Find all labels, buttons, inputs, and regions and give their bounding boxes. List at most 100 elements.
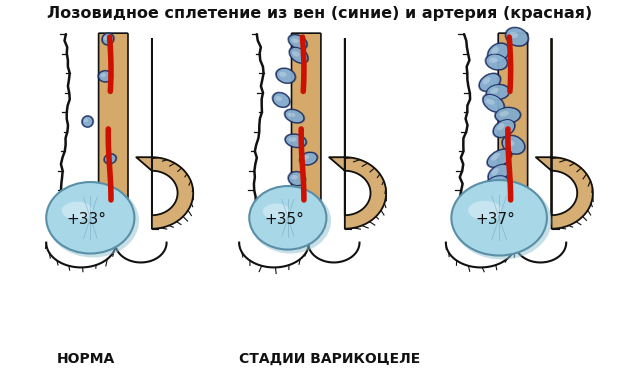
Polygon shape (536, 39, 593, 229)
Ellipse shape (289, 48, 308, 63)
Ellipse shape (484, 175, 509, 193)
Ellipse shape (101, 32, 115, 46)
Ellipse shape (103, 153, 117, 165)
Ellipse shape (273, 187, 289, 201)
Ellipse shape (488, 149, 511, 167)
Ellipse shape (451, 180, 547, 255)
Ellipse shape (263, 204, 290, 219)
Ellipse shape (292, 51, 300, 57)
Ellipse shape (499, 111, 509, 117)
Ellipse shape (484, 53, 509, 71)
Ellipse shape (509, 32, 518, 38)
Ellipse shape (97, 70, 113, 83)
Ellipse shape (83, 116, 93, 127)
Ellipse shape (287, 34, 308, 50)
Text: НОРМА: НОРМА (56, 352, 115, 366)
Ellipse shape (288, 46, 309, 64)
Ellipse shape (275, 190, 282, 195)
Text: +35°: +35° (264, 212, 304, 227)
Ellipse shape (273, 93, 290, 107)
Ellipse shape (250, 188, 331, 253)
Ellipse shape (300, 152, 317, 165)
Ellipse shape (100, 73, 106, 77)
Ellipse shape (104, 36, 108, 40)
Polygon shape (136, 39, 193, 229)
Ellipse shape (486, 54, 508, 70)
Ellipse shape (287, 113, 295, 117)
Ellipse shape (46, 182, 134, 253)
Ellipse shape (287, 171, 307, 187)
Ellipse shape (479, 74, 500, 91)
Ellipse shape (491, 153, 500, 161)
Ellipse shape (285, 109, 304, 123)
Ellipse shape (506, 28, 528, 46)
Ellipse shape (90, 191, 106, 202)
Ellipse shape (486, 99, 495, 104)
Ellipse shape (468, 201, 502, 220)
Ellipse shape (303, 155, 309, 160)
Ellipse shape (289, 172, 305, 185)
Ellipse shape (482, 93, 506, 113)
FancyBboxPatch shape (99, 33, 128, 204)
Ellipse shape (488, 164, 509, 182)
Ellipse shape (279, 72, 287, 77)
Ellipse shape (492, 168, 499, 176)
Ellipse shape (492, 119, 516, 138)
Ellipse shape (276, 68, 295, 83)
Ellipse shape (271, 92, 291, 108)
Polygon shape (329, 39, 386, 229)
Ellipse shape (485, 176, 508, 192)
Ellipse shape (289, 137, 297, 142)
Ellipse shape (106, 156, 111, 160)
Ellipse shape (271, 186, 290, 202)
Ellipse shape (291, 38, 299, 43)
Ellipse shape (284, 133, 307, 149)
Ellipse shape (483, 77, 490, 84)
FancyBboxPatch shape (498, 33, 527, 204)
Ellipse shape (284, 108, 305, 124)
Ellipse shape (275, 67, 296, 84)
Text: +37°: +37° (476, 212, 515, 227)
Ellipse shape (493, 120, 515, 138)
Ellipse shape (489, 179, 497, 185)
Ellipse shape (489, 58, 498, 63)
Text: СТАДИИ ВАРИКОЦЕЛЕ: СТАДИИ ВАРИКОЦЕЛЕ (239, 352, 420, 366)
Ellipse shape (61, 202, 93, 220)
Ellipse shape (488, 43, 509, 62)
Ellipse shape (452, 182, 552, 260)
Ellipse shape (299, 151, 319, 166)
Ellipse shape (84, 119, 88, 122)
Ellipse shape (486, 85, 509, 100)
Text: Лозовидное сплетение из вен (синие) и артерия (красная): Лозовидное сплетение из вен (синие) и ар… (47, 6, 593, 21)
Ellipse shape (92, 192, 105, 201)
Ellipse shape (291, 175, 298, 180)
Ellipse shape (275, 96, 282, 101)
Ellipse shape (506, 140, 515, 146)
Ellipse shape (485, 84, 511, 101)
Ellipse shape (289, 35, 307, 49)
Ellipse shape (47, 184, 139, 258)
Ellipse shape (483, 94, 504, 112)
Ellipse shape (494, 106, 522, 124)
Text: +33°: +33° (67, 212, 107, 227)
Ellipse shape (484, 187, 509, 207)
Ellipse shape (486, 42, 510, 63)
Ellipse shape (249, 186, 326, 250)
Ellipse shape (487, 163, 511, 183)
Ellipse shape (490, 88, 499, 93)
Ellipse shape (285, 134, 306, 147)
Ellipse shape (502, 136, 525, 154)
Ellipse shape (104, 154, 116, 164)
Ellipse shape (501, 135, 526, 155)
Ellipse shape (478, 73, 502, 92)
Ellipse shape (81, 115, 94, 128)
Ellipse shape (486, 148, 513, 168)
Ellipse shape (492, 47, 499, 55)
Ellipse shape (495, 108, 520, 123)
Ellipse shape (497, 123, 504, 130)
Ellipse shape (489, 192, 498, 198)
Ellipse shape (102, 33, 113, 45)
Ellipse shape (486, 188, 508, 206)
Ellipse shape (99, 71, 112, 82)
Ellipse shape (93, 194, 99, 198)
